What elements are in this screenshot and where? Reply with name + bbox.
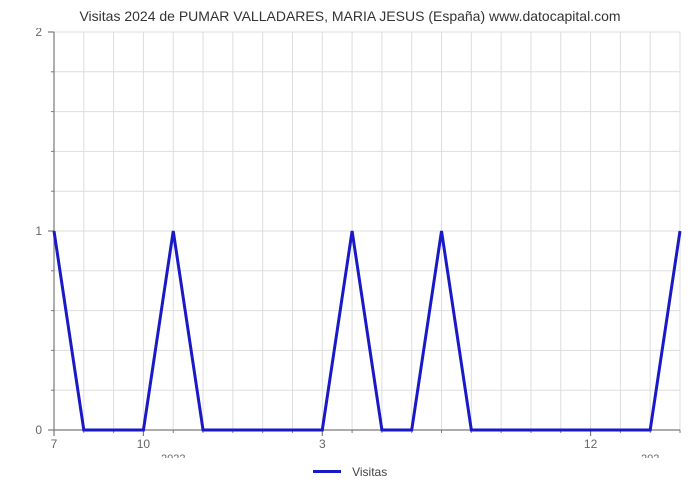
svg-text:2022: 2022 [161, 453, 185, 458]
legend-label: Visitas [352, 465, 387, 479]
svg-text:3: 3 [319, 437, 326, 451]
visits-line-chart: 0127103122022202 [0, 28, 700, 458]
svg-text:12: 12 [584, 437, 598, 451]
svg-text:10: 10 [137, 437, 151, 451]
chart-legend: Visitas [0, 458, 700, 479]
legend-swatch [313, 470, 341, 473]
svg-text:7: 7 [51, 437, 58, 451]
svg-text:2: 2 [35, 28, 42, 39]
svg-text:0: 0 [35, 423, 42, 437]
svg-text:202: 202 [641, 453, 659, 458]
chart-title: Visitas 2024 de PUMAR VALLADARES, MARIA … [0, 0, 700, 28]
svg-text:1: 1 [35, 224, 42, 238]
